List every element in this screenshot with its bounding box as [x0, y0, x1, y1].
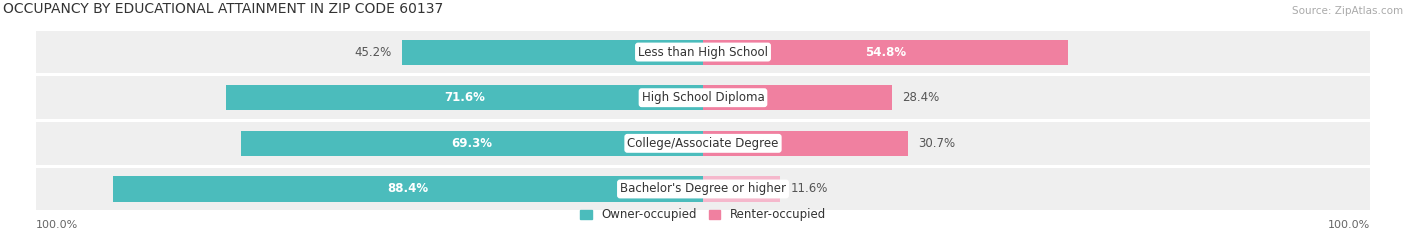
Text: 54.8%: 54.8% — [865, 46, 907, 58]
Bar — [703, 131, 908, 156]
Bar — [37, 122, 1369, 165]
Bar — [402, 40, 703, 65]
Bar — [37, 76, 1369, 119]
Text: OCCUPANCY BY EDUCATIONAL ATTAINMENT IN ZIP CODE 60137: OCCUPANCY BY EDUCATIONAL ATTAINMENT IN Z… — [3, 3, 443, 17]
Bar — [703, 176, 780, 202]
Bar — [37, 168, 1369, 210]
Text: College/Associate Degree: College/Associate Degree — [627, 137, 779, 150]
Bar — [703, 85, 893, 110]
Text: Source: ZipAtlas.com: Source: ZipAtlas.com — [1292, 7, 1403, 17]
Text: 11.6%: 11.6% — [790, 182, 828, 195]
Bar — [114, 176, 703, 202]
Bar — [703, 40, 1069, 65]
Text: High School Diploma: High School Diploma — [641, 91, 765, 104]
Bar — [240, 131, 703, 156]
Text: 30.7%: 30.7% — [918, 137, 955, 150]
Text: 28.4%: 28.4% — [903, 91, 939, 104]
Text: 100.0%: 100.0% — [1327, 220, 1369, 230]
Text: 71.6%: 71.6% — [444, 91, 485, 104]
Legend: Owner-occupied, Renter-occupied: Owner-occupied, Renter-occupied — [575, 204, 831, 226]
Text: Less than High School: Less than High School — [638, 46, 768, 58]
Text: Bachelor's Degree or higher: Bachelor's Degree or higher — [620, 182, 786, 195]
Bar — [37, 31, 1369, 73]
Text: 100.0%: 100.0% — [37, 220, 79, 230]
Text: 88.4%: 88.4% — [388, 182, 429, 195]
Text: 45.2%: 45.2% — [354, 46, 391, 58]
Bar — [225, 85, 703, 110]
Text: 69.3%: 69.3% — [451, 137, 492, 150]
